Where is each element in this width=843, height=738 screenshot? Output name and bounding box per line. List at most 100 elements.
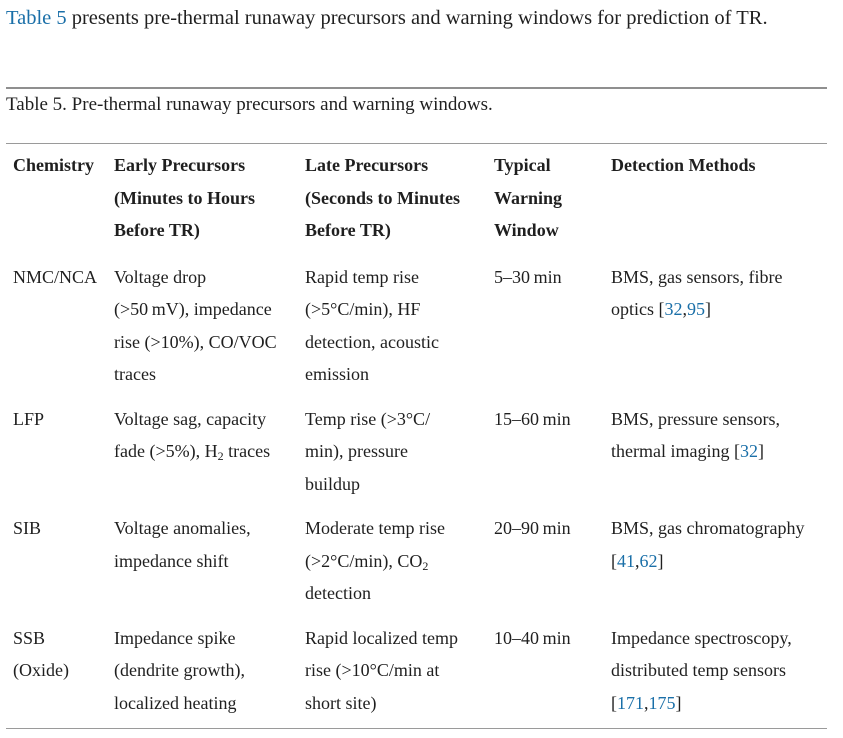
table-reference-link[interactable]: Table 5 — [6, 7, 67, 29]
cell-line: 15–60 min — [494, 403, 604, 436]
cell-text: traces — [114, 364, 156, 384]
citation-link[interactable]: 41 — [617, 550, 635, 571]
table-cell: BMS, gas chromatography [41,62] — [604, 512, 826, 622]
cell-text: Detection Methods — [611, 155, 756, 175]
cell-line: Impedance spectroscopy, — [611, 622, 826, 655]
cell-text: SSB — [13, 627, 46, 648]
citation-link[interactable]: 171 — [617, 692, 644, 713]
citation-link[interactable]: 95 — [687, 299, 705, 319]
cell-text: Voltage sag, capacity — [114, 408, 267, 429]
citation-link[interactable]: 175 — [648, 692, 676, 713]
cell-line: LFP — [13, 403, 107, 436]
table-caption: Table 5. Pre-thermal runaway precursors … — [6, 94, 493, 115]
table-bottom-rule — [6, 728, 827, 729]
cell-text: Late Precursors — [305, 155, 429, 175]
cell-text: 5–30 min — [494, 266, 562, 287]
column-header: Detection Methods — [604, 149, 826, 261]
table-cell: BMS, pressure sensors, thermal imaging [3… — [604, 403, 826, 513]
cell-text: short site) — [305, 692, 377, 713]
cell-line: min), pressure — [305, 435, 487, 468]
precursors-table: Chemistry Early Precursors (Minutes to Hou… — [6, 149, 826, 731]
column-header: Early Precursors (Minutes to Hours Before … — [107, 149, 298, 261]
cell-text: (Oxide) — [13, 660, 69, 680]
intro-text: presents pre-thermal runaway precursors … — [66, 7, 768, 29]
table-header-row: Chemistry Early Precursors (Minutes to Hou… — [6, 149, 826, 261]
cell-text: SIB — [13, 518, 42, 538]
cell-line: SIB — [13, 512, 107, 545]
cell-line: localized heating — [114, 687, 298, 720]
cell-line: Early Precursors — [114, 149, 298, 182]
cell-text: (Seconds to Minutes — [305, 187, 461, 208]
table-row: NMC/NCA Voltage drop (>50 mV), impedance ri… — [6, 261, 826, 403]
subscript: 2 — [422, 558, 429, 573]
cell-text: Before TR) — [305, 220, 391, 240]
cell-line: emission — [305, 358, 487, 391]
table-cell: Rapid localized temp rise (>10°C/min at sh… — [298, 622, 487, 732]
cell-line: BMS, gas sensors, fibre — [611, 261, 826, 294]
table-cell: SSB (Oxide) — [6, 622, 107, 732]
cell-text: rise (>10%), CO/VOC — [114, 331, 277, 352]
cell-line: Moderate temp rise — [305, 512, 487, 545]
table-cell: Voltage drop (>50 mV), impedance rise (>10… — [107, 261, 298, 403]
table-cell: Voltage anomalies, impedance shift — [107, 512, 298, 622]
citation-link[interactable]: 32 — [739, 441, 758, 461]
cell-text: optics [ — [611, 299, 665, 319]
cell-text: emission — [305, 364, 370, 384]
column-header: Late Precursors (Seconds to Minutes Before… — [298, 149, 487, 261]
citation-link[interactable]: 62 — [639, 550, 658, 571]
cell-line: impedance shift — [114, 545, 298, 578]
header-rule — [6, 143, 827, 144]
cell-text: Chemistry — [13, 155, 94, 175]
citation-link[interactable]: 32 — [664, 299, 683, 319]
cell-line: fade (>5%), H2 traces — [114, 435, 298, 468]
cell-text: Warning — [494, 187, 563, 208]
cell-line: [41,62] — [611, 545, 826, 578]
cell-text: , — [682, 299, 688, 319]
table-cell: BMS, gas sensors, fibre optics [32,95] — [604, 261, 826, 403]
cell-text: rise (>10°C/min at — [305, 660, 440, 680]
cell-line: Chemistry — [13, 149, 107, 182]
table-cell: LFP — [6, 403, 107, 513]
cell-text: (>2°C/min), CO — [305, 550, 423, 571]
cell-text: thermal imaging [ — [611, 441, 740, 461]
table-row: SSB (Oxide) Impedance spike (dendrite growt… — [6, 622, 826, 732]
cell-text: , — [644, 692, 649, 713]
cell-text: BMS, pressure sensors, — [611, 408, 780, 429]
cell-text: BMS, gas sensors, fibre — [611, 266, 783, 287]
cell-line: (>2°C/min), CO2 — [305, 545, 487, 578]
table-cell: 20–90 min — [487, 512, 604, 622]
cell-text: (dendrite growth), — [114, 660, 245, 680]
cell-text: Impedance spike — [114, 627, 236, 648]
cell-text: Moderate temp rise — [305, 518, 445, 538]
cell-line: detection, acoustic — [305, 326, 487, 359]
cell-line: distributed temp sensors — [611, 654, 826, 687]
cell-text: 15–60 min — [494, 408, 571, 429]
subscript: 2 — [217, 449, 224, 463]
intro-paragraph: Table 5 presents pre-thermal runaway pre… — [6, 3, 836, 34]
column-header: Chemistry — [6, 149, 107, 261]
cell-line: (Minutes to Hours — [114, 182, 298, 215]
table-top-rule — [6, 87, 827, 89]
cell-text: min), pressure — [305, 441, 408, 461]
cell-line: (>50 mV), impedance — [114, 293, 298, 326]
cell-line: traces — [114, 358, 298, 391]
cell-text: , — [635, 550, 640, 571]
cell-text: detection — [305, 583, 371, 603]
cell-line: Voltage anomalies, — [114, 512, 298, 545]
cell-line: Impedance spike — [114, 622, 298, 655]
cell-text: ] — [705, 299, 711, 319]
table-cell: NMC/NCA — [6, 261, 107, 403]
cell-line: optics [32,95] — [611, 293, 826, 326]
cell-line: [171,175] — [611, 687, 826, 720]
table-row: SIB Voltage anomalies, impedance shift Mode… — [6, 512, 826, 622]
cell-text: Early Precursors — [114, 155, 246, 175]
table-cell: 15–60 min — [487, 403, 604, 513]
cell-text: distributed temp sensors — [611, 660, 786, 680]
table-cell: Rapid temp rise (>5°C/min), HF detection, … — [298, 261, 487, 403]
table-cell: 10–40 min — [487, 622, 604, 732]
cell-text: 10–40 min — [494, 627, 571, 648]
cell-text: ] — [757, 441, 764, 461]
cell-text: (>50 mV), impedance — [114, 299, 272, 319]
cell-line: Detection Methods — [611, 149, 826, 182]
cell-text: Voltage anomalies, — [114, 518, 251, 538]
